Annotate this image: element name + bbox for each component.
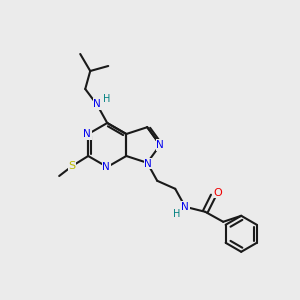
Text: N: N [93, 99, 101, 109]
Text: N: N [83, 129, 91, 139]
Text: O: O [214, 188, 223, 198]
Text: N: N [144, 159, 152, 169]
Text: S: S [69, 161, 76, 171]
Text: N: N [102, 162, 110, 172]
Text: H: H [172, 209, 180, 219]
Text: N: N [156, 140, 164, 150]
Text: H: H [103, 94, 110, 104]
Text: N: N [181, 202, 189, 212]
